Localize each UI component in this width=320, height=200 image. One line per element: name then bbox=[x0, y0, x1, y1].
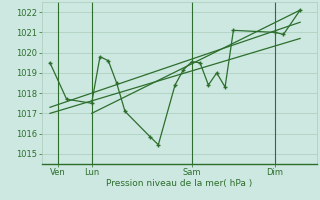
X-axis label: Pression niveau de la mer( hPa ): Pression niveau de la mer( hPa ) bbox=[106, 179, 252, 188]
